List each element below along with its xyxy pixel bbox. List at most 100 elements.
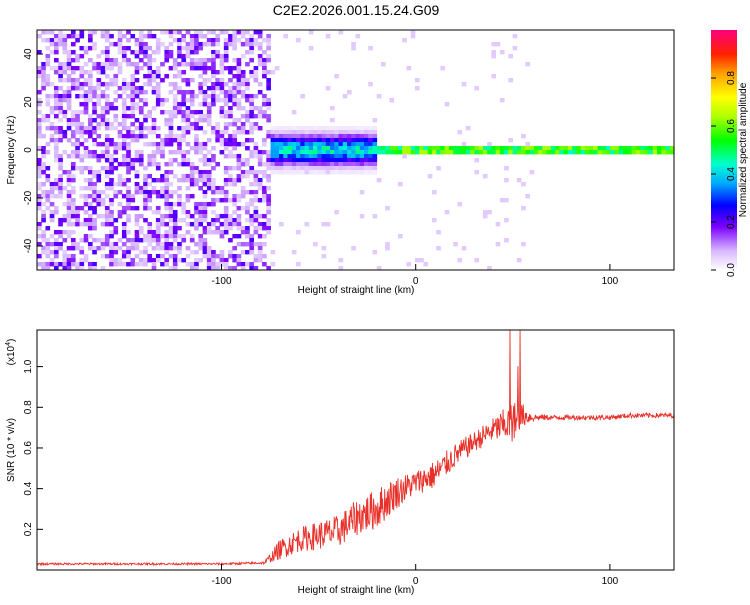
- heatmap-cell: [236, 118, 242, 123]
- heatmap-cell: [164, 186, 170, 191]
- heatmap-cell: [325, 154, 331, 159]
- heatmap-cell: [245, 42, 250, 47]
- heatmap-cell: [117, 38, 123, 43]
- heatmap-cell: [181, 62, 187, 67]
- heatmap-cell: [219, 198, 225, 203]
- heatmap-cell: [172, 266, 178, 271]
- heatmap-cell: [283, 166, 288, 171]
- heatmap-cell: [368, 170, 373, 175]
- heatmap-cell: [270, 162, 276, 167]
- heatmap-cell: [113, 146, 119, 151]
- heatmap-cell: [351, 142, 356, 147]
- heatmap-cell: [164, 234, 170, 239]
- heatmap-cell: [257, 82, 263, 87]
- heatmap-cell: [104, 154, 110, 159]
- snr-x-axis-label: Height of straight line (km): [298, 585, 415, 596]
- heatmap-cell: [83, 178, 89, 183]
- heatmap-cell: [62, 134, 68, 139]
- heatmap-cell: [223, 154, 229, 159]
- heatmap-cell: [75, 82, 80, 87]
- heatmap-cell: [385, 246, 390, 251]
- heatmap-cell: [117, 210, 123, 215]
- heatmap-cell: [262, 110, 267, 115]
- heatmap-cell: [96, 126, 102, 131]
- heatmap-cell: [160, 146, 165, 151]
- heatmap-cell: [104, 142, 110, 147]
- heatmap-cell: [49, 258, 55, 263]
- heatmap-cell: [53, 238, 59, 243]
- heatmap-cell: [240, 262, 246, 267]
- heatmap-cell: [206, 222, 212, 227]
- heatmap-cell: [351, 134, 356, 139]
- heatmap-cell: [134, 230, 140, 235]
- heatmap-cell: [274, 142, 280, 147]
- heatmap-cell: [134, 254, 140, 259]
- heatmap-cell: [62, 66, 68, 71]
- heatmap-cell: [253, 66, 259, 71]
- heatmap-cell: [126, 250, 131, 255]
- heatmap-cell: [185, 130, 191, 135]
- heatmap-cell: [614, 146, 620, 151]
- heatmap-cell: [147, 30, 153, 35]
- heatmap-cell: [96, 66, 102, 71]
- heatmap-cell: [121, 50, 127, 55]
- heatmap-cell: [296, 262, 301, 267]
- heatmap-cell: [164, 142, 170, 147]
- heatmap-cell: [121, 250, 127, 255]
- heatmap-cell: [45, 150, 51, 155]
- heatmap-cell: [130, 34, 136, 39]
- heatmap-cell: [147, 130, 153, 135]
- heatmap-cell: [223, 178, 229, 183]
- heatmap-cell: [223, 198, 229, 203]
- heatmap-cell: [79, 170, 85, 175]
- heatmap-cell: [313, 126, 318, 131]
- heatmap-cell: [121, 254, 127, 259]
- heatmap-cell: [232, 258, 237, 263]
- heatmap-cell: [104, 218, 110, 223]
- heatmap-cell: [185, 78, 191, 83]
- heatmap-cell: [155, 162, 161, 167]
- heatmap-cell: [168, 218, 174, 223]
- heatmap-cell: [198, 86, 204, 91]
- heatmap-cell: [155, 82, 161, 87]
- heatmap-cell: [45, 114, 51, 119]
- heatmap-cell: [521, 134, 526, 139]
- heatmap-cell: [211, 50, 216, 55]
- heatmap-cell: [253, 266, 259, 271]
- heatmap-cell: [177, 38, 182, 43]
- heatmap-cell: [262, 174, 267, 179]
- heatmap-cell: [304, 142, 310, 147]
- heatmap-cell: [279, 146, 284, 151]
- heatmap-cell: [151, 142, 157, 147]
- heatmap-cell: [232, 166, 237, 171]
- heatmap-cell: [181, 202, 187, 207]
- heatmap-cell: [274, 134, 280, 139]
- heatmap-cell: [334, 154, 339, 159]
- heatmap-cell: [482, 174, 488, 179]
- heatmap-cell: [368, 154, 373, 159]
- heatmap-cell: [211, 182, 216, 187]
- heatmap-cell: [257, 258, 263, 263]
- heatmap-cell: [143, 102, 148, 107]
- heatmap-cell: [104, 94, 110, 99]
- heatmap-cell: [495, 42, 501, 47]
- heatmap-cell: [194, 210, 199, 215]
- snr-y-axis-label: SNR (10 * v/v): [6, 418, 17, 482]
- heatmap-cell: [236, 30, 242, 35]
- heatmap-cell: [70, 122, 76, 127]
- heatmap-cell: [330, 158, 335, 163]
- heatmap-cell: [236, 38, 242, 43]
- heatmap-cell: [228, 222, 233, 227]
- heatmap-cell: [359, 134, 365, 139]
- heatmap-cell: [206, 254, 212, 259]
- heatmap-cell: [134, 62, 140, 67]
- heatmap-cell: [62, 94, 68, 99]
- heatmap-cell: [211, 266, 216, 271]
- heatmap-cell: [253, 174, 259, 179]
- heatmap-cell: [325, 34, 331, 39]
- heatmap-cell: [194, 218, 199, 223]
- heatmap-cell: [249, 182, 254, 187]
- heatmap-cell: [134, 86, 140, 91]
- heatmap-cell: [236, 174, 242, 179]
- heatmap-cell: [58, 94, 63, 99]
